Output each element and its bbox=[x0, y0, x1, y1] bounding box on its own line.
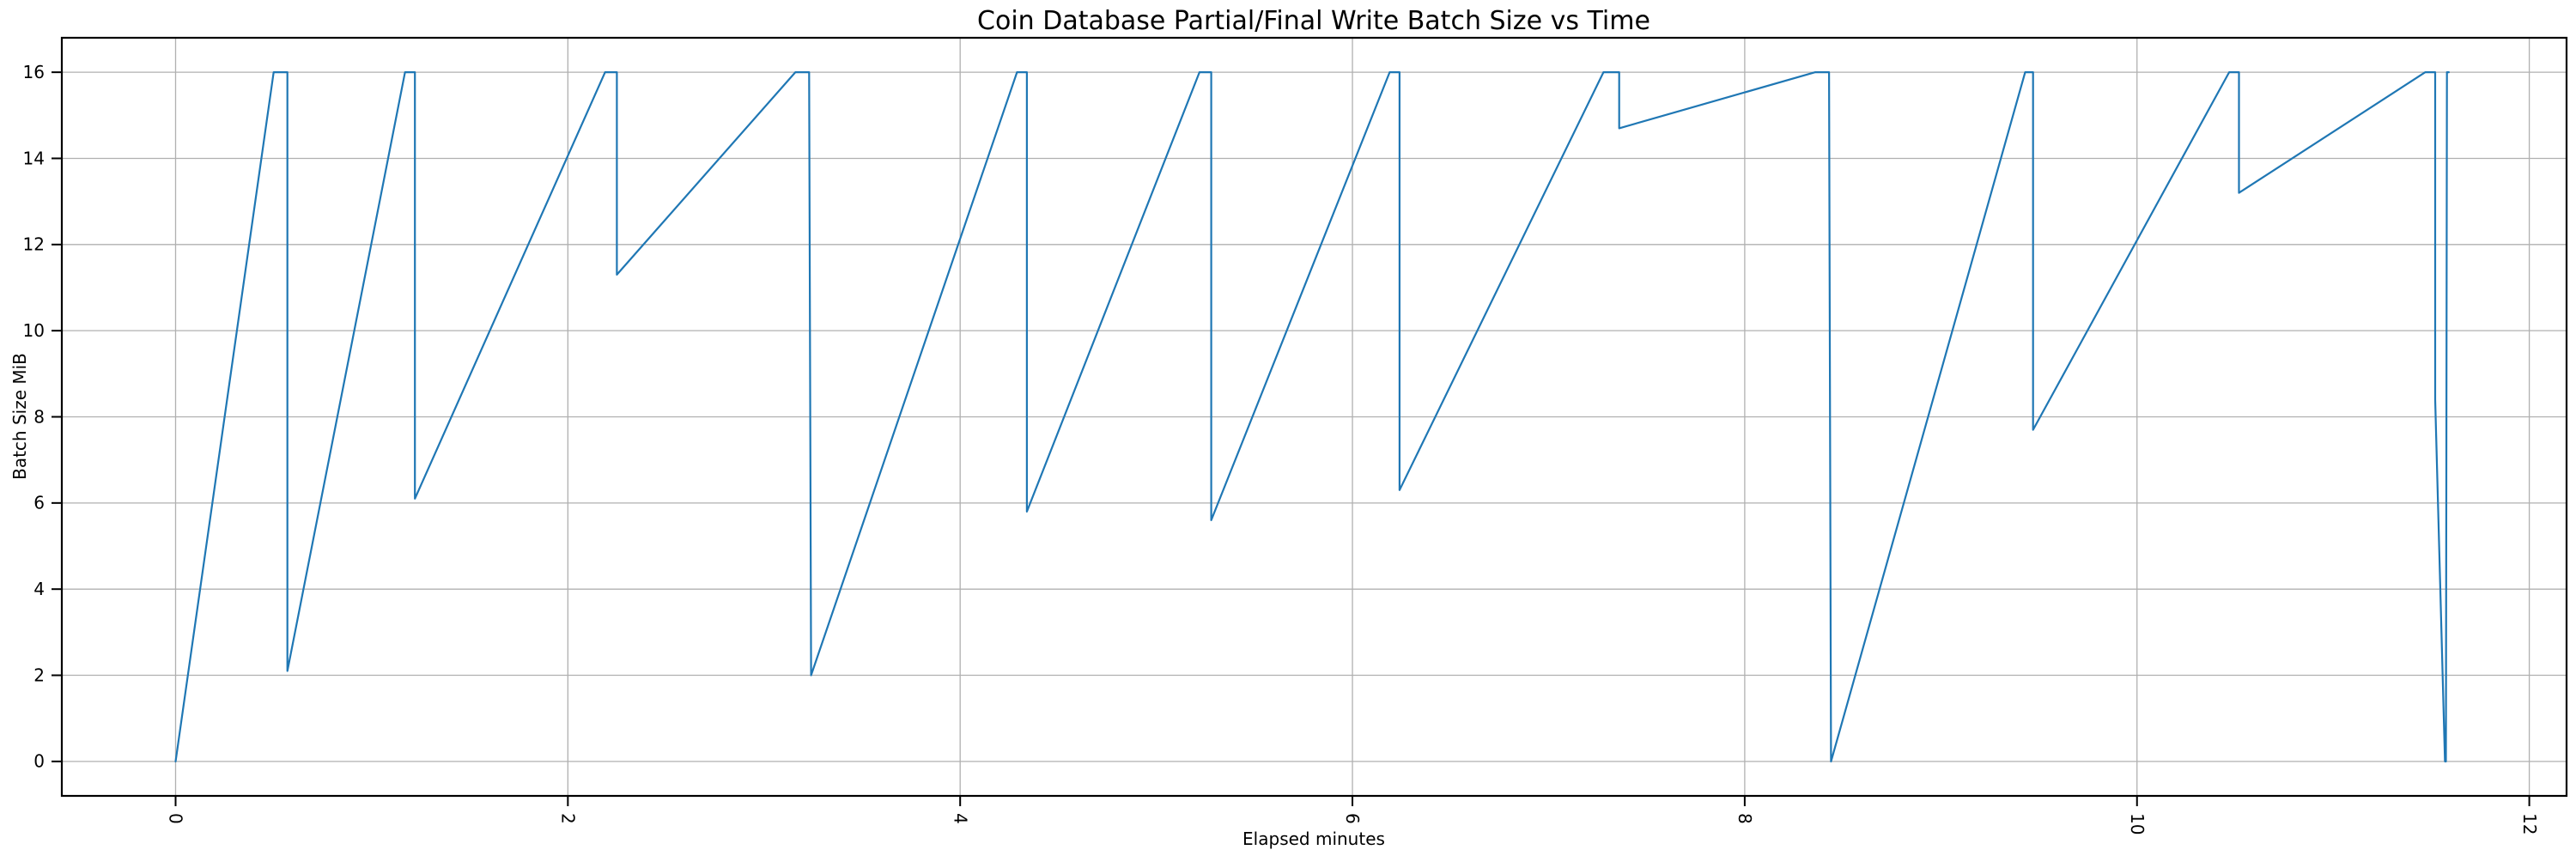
x-tick-label: 8 bbox=[1735, 813, 1755, 824]
x-tick-label: 2 bbox=[558, 813, 579, 824]
y-tick-label: 16 bbox=[23, 62, 45, 82]
y-tick-label: 6 bbox=[33, 493, 45, 513]
tick-layer: 0 2 4 6 8 10 12 0 2 4 6 8 10 12 14 16 bbox=[23, 62, 2540, 835]
series-line bbox=[174, 70, 2450, 763]
x-axis-label: Elapsed minutes bbox=[1242, 829, 1385, 849]
y-tick-label: 2 bbox=[33, 665, 45, 685]
y-tick-label: 0 bbox=[33, 751, 45, 772]
y-tick-label: 14 bbox=[23, 148, 45, 168]
x-tick-label: 4 bbox=[950, 813, 970, 824]
plot-border bbox=[60, 36, 2568, 798]
x-tick-label: 12 bbox=[2519, 813, 2540, 835]
chart-title: Coin Database Partial/Final Write Batch … bbox=[977, 6, 1650, 36]
x-tick-label: 10 bbox=[2127, 813, 2148, 835]
grid-layer bbox=[62, 38, 2567, 796]
y-axis-label: Batch Size MiB bbox=[9, 353, 30, 480]
y-tick-label: 10 bbox=[23, 320, 45, 341]
x-tick-label: 6 bbox=[1342, 813, 1363, 824]
series-layer bbox=[174, 70, 2450, 763]
y-tick-label: 12 bbox=[23, 234, 45, 255]
y-tick-label: 8 bbox=[33, 406, 45, 427]
x-tick-label: 0 bbox=[166, 813, 186, 824]
y-tick-label: 4 bbox=[33, 579, 45, 599]
